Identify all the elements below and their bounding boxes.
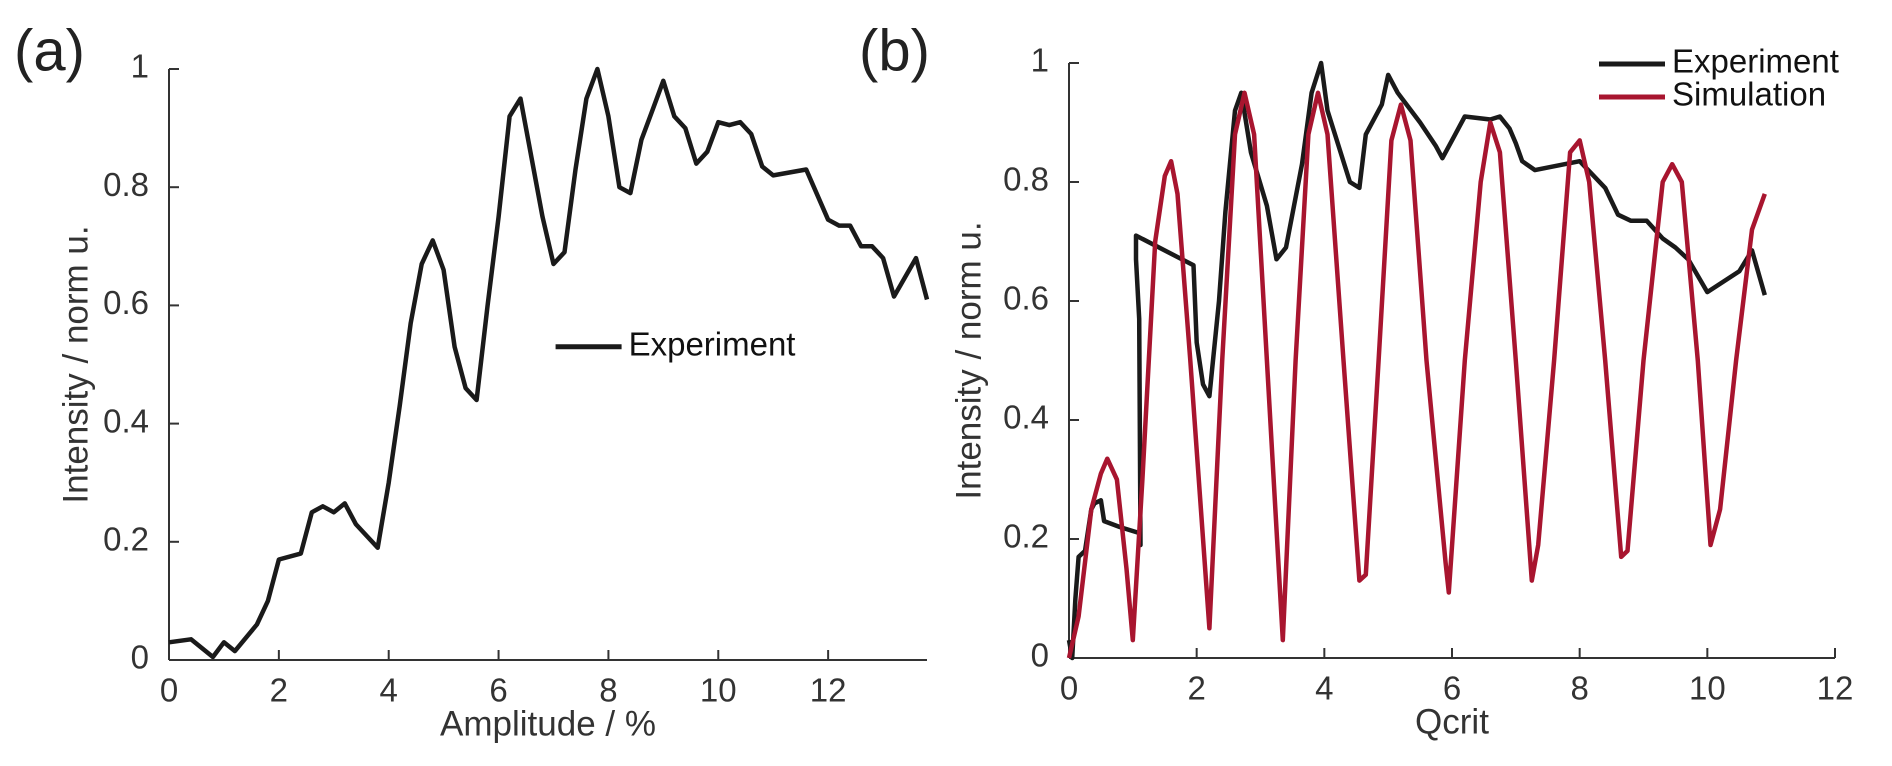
y-tick-label: 0.8 — [103, 166, 149, 203]
x-tick-label: 12 — [1817, 670, 1854, 707]
y-tick-label: 0.8 — [1003, 161, 1049, 198]
x-tick-label: 6 — [489, 672, 507, 709]
y-axis-label: Intensity / norm u. — [56, 225, 95, 503]
x-tick-label: 2 — [270, 672, 288, 709]
data-line — [1066, 60, 1767, 661]
x-tick-label: 0 — [160, 672, 178, 709]
panel-label: (b) — [859, 18, 930, 83]
y-tick-label: 0.6 — [103, 284, 149, 321]
x-tick-label: 8 — [1570, 670, 1588, 707]
x-tick-label: 6 — [1443, 670, 1461, 707]
y-tick-label: 0.2 — [103, 521, 149, 558]
y-tick-label: 0.4 — [1003, 399, 1049, 436]
x-tick-label: 12 — [810, 672, 847, 709]
x-tick-label: 0 — [1060, 670, 1078, 707]
y-tick-label: 0.6 — [1003, 280, 1049, 317]
x-tick-label: 10 — [700, 672, 737, 709]
data-line — [168, 66, 930, 660]
legend-label: Experiment — [1672, 43, 1839, 80]
x-tick-label: 4 — [380, 672, 398, 709]
x-axis-label: Qcrit — [1415, 702, 1489, 741]
x-tick-label: 2 — [1187, 670, 1205, 707]
legend-label: Simulation — [1672, 76, 1826, 113]
y-axis-label: Intensity / norm u. — [949, 221, 988, 499]
y-tick-label: 0 — [131, 639, 149, 676]
data-line — [1066, 90, 1767, 659]
y-tick-label: 0.2 — [1003, 518, 1049, 555]
y-tick-label: 1 — [1031, 42, 1049, 79]
x-tick-label: 10 — [1689, 670, 1726, 707]
x-tick-label: 8 — [599, 672, 617, 709]
legend-label: Experiment — [629, 325, 796, 362]
y-tick-label: 0 — [1031, 637, 1049, 674]
y-tick-label: 0.4 — [103, 402, 149, 439]
panel-label: (a) — [14, 18, 85, 83]
x-tick-label: 4 — [1315, 670, 1333, 707]
y-tick-label: 1 — [131, 48, 149, 85]
x-axis-label: Amplitude / % — [440, 704, 656, 743]
